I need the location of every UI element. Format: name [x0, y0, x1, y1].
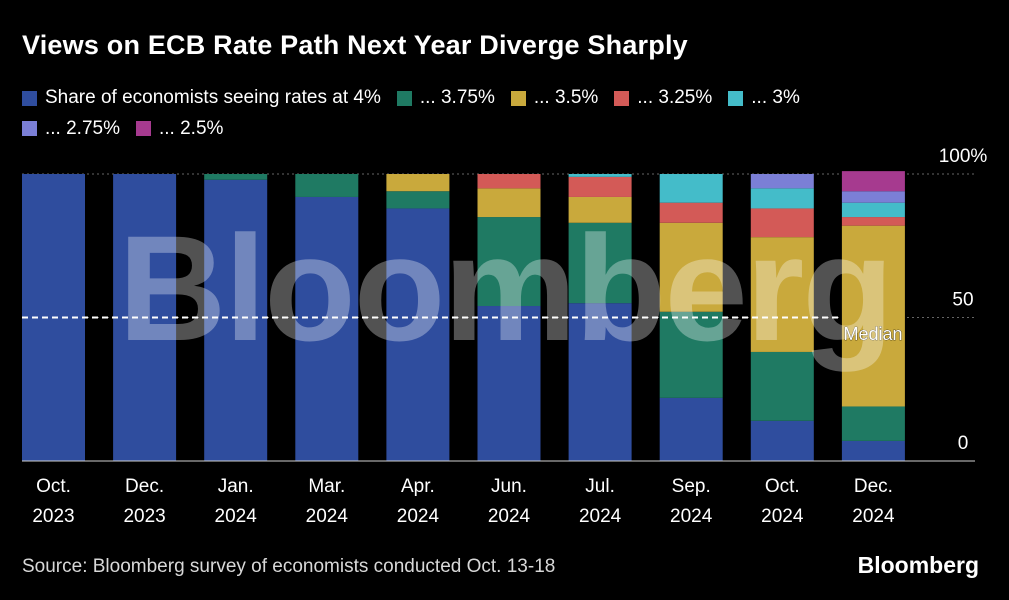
bar-segment [841, 191, 905, 203]
legend-swatch [136, 121, 151, 136]
bar-segment [204, 174, 268, 180]
y-tick-label: 100% [939, 146, 988, 167]
bar-segment [841, 225, 905, 407]
x-tick-label: Mar. [308, 476, 345, 497]
x-tick-label: 2024 [579, 506, 622, 527]
x-tick-label: Dec. [125, 476, 164, 497]
bar-segment [659, 202, 723, 223]
bar-segment [477, 174, 541, 189]
legend-label: ... 3.75% [419, 87, 495, 108]
x-tick-label: Jul. [585, 476, 615, 497]
x-tick-label: 2024 [397, 506, 440, 527]
x-tick-label: Oct. [765, 476, 800, 497]
legend-label: ... 3.5% [533, 87, 599, 108]
legend-label: ... 3.25% [637, 87, 713, 108]
bar-segment [659, 222, 723, 312]
legend-swatch [396, 90, 412, 106]
bar-segment [386, 208, 450, 461]
chart-title: Views on ECB Rate Path Next Year Diverge… [22, 30, 688, 60]
y-tick-label: 0 [958, 433, 969, 454]
legend-swatch [510, 90, 526, 106]
legend-swatch [22, 90, 37, 106]
bar-segment [750, 188, 814, 209]
bar-segment [295, 196, 359, 461]
bar-segment [477, 188, 541, 218]
bar-segment [386, 174, 450, 192]
bar-segment [750, 174, 814, 189]
bar-segment [568, 176, 632, 197]
legend-item: ... 3% [728, 84, 800, 112]
x-tick-label: 2024 [852, 506, 895, 527]
bar-segment [750, 420, 814, 461]
x-tick-label: 2024 [306, 506, 349, 527]
y-tick-label: 50 [952, 290, 973, 311]
x-tick-label: Apr. [401, 476, 435, 497]
bar-segment [750, 351, 814, 421]
x-tick-label: 2024 [215, 506, 258, 527]
bar-segment [841, 202, 905, 218]
bar-segment [841, 171, 905, 192]
bar-segment [568, 174, 632, 177]
bar-segment [477, 306, 541, 461]
bar-segment [659, 397, 723, 461]
legend-item: Share of economists seeing rates at 4% [22, 84, 381, 112]
bar-segment [659, 174, 723, 203]
legend-label: Share of economists seeing rates at 4% [45, 87, 381, 108]
bar-segment [841, 440, 905, 461]
legend-swatch [728, 90, 744, 106]
bar-segment [659, 311, 723, 398]
legend-item: ... 3.75% [396, 84, 495, 112]
bar-segment [841, 406, 905, 441]
legend-swatch [614, 90, 630, 106]
source-note: Source: Bloomberg survey of economists c… [22, 556, 556, 577]
bar-segment [568, 222, 632, 304]
x-tick-label: 2024 [488, 506, 531, 527]
x-tick-label: 2024 [670, 506, 713, 527]
x-tick-label: 2023 [32, 506, 74, 527]
bar-segment [477, 217, 541, 307]
legend-label: ... 3% [751, 87, 800, 108]
legend-item: ... 3.25% [614, 84, 712, 112]
x-tick-label: Oct. [36, 476, 71, 497]
x-tick-label: Jan. [218, 476, 254, 497]
x-tick-label: Jun. [491, 476, 527, 497]
median-label: Median [843, 324, 902, 344]
legend-swatch [22, 121, 37, 136]
legend-item: ... 3.5% [510, 84, 599, 112]
bar-segment [750, 237, 814, 352]
x-tick-label: 2024 [761, 506, 804, 527]
x-tick-label: Dec. [854, 476, 893, 497]
bar-segment [204, 179, 268, 462]
bar-segment [750, 208, 814, 238]
bar-segment [295, 174, 359, 197]
x-tick-label: 2023 [123, 506, 165, 527]
watermark-logo: Bloomberg [118, 204, 892, 372]
bar-segment [386, 191, 450, 209]
legend-label: ... 2.75% [45, 117, 120, 139]
legend-item: ... 2.5% [136, 115, 223, 143]
bar-segment [568, 303, 632, 461]
x-tick-label: Sep. [672, 476, 711, 497]
chart-legend: Share of economists seeing rates at 4%..… [22, 84, 982, 145]
legend-label: ... 2.5% [159, 117, 224, 139]
bar-segment [841, 217, 905, 226]
bloomberg-logo: Bloomberg [857, 552, 979, 578]
bar-segment [568, 196, 632, 223]
legend-item: ... 2.75% [22, 115, 120, 143]
